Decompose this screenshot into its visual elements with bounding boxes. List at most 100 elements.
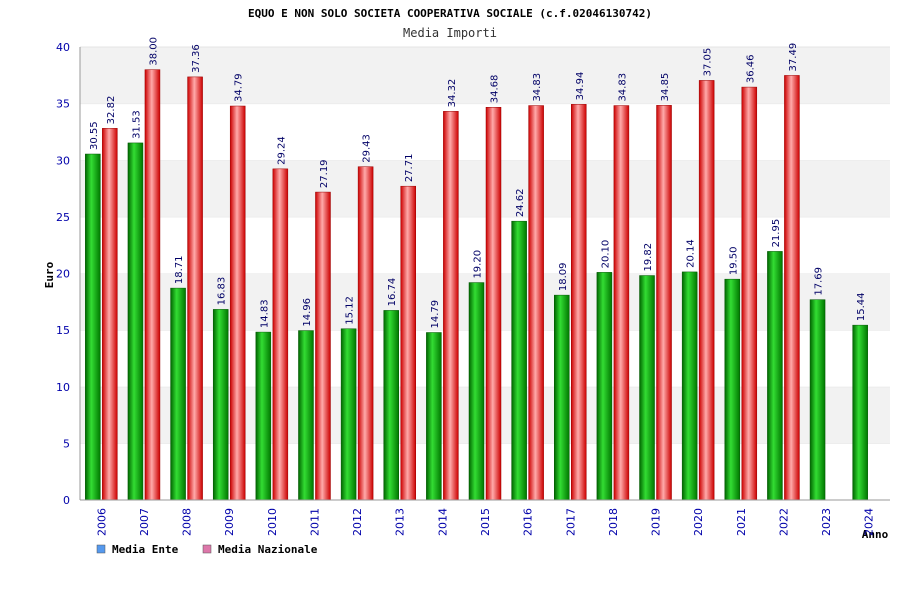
bar-media-nazionale: [784, 75, 800, 501]
data-label: 14.83: [259, 299, 270, 328]
legend-swatch-media-ente: [96, 544, 106, 554]
data-label: 34.32: [447, 79, 458, 108]
data-label: 34.85: [660, 73, 671, 102]
x-tick-label: 2014: [436, 508, 449, 536]
data-label: 19.50: [728, 247, 739, 276]
data-label: 31.53: [131, 110, 142, 139]
data-label: 32.82: [106, 96, 117, 125]
data-label: 34.94: [575, 72, 586, 101]
data-label: 30.55: [89, 121, 100, 150]
bar-media-nazionale: [272, 168, 289, 501]
bar-media-ente: [511, 220, 527, 501]
bar-media-nazionale: [656, 105, 672, 501]
x-tick-label: 2008: [181, 508, 194, 536]
bar-media-ente: [681, 271, 698, 501]
data-label: 27.19: [319, 159, 330, 188]
bar-media-nazionale: [187, 76, 203, 501]
bar-media-nazionale: [698, 80, 715, 501]
x-tick-label: 2006: [95, 508, 108, 536]
data-label: 17.69: [814, 267, 825, 296]
y-tick-label: 10: [56, 381, 70, 394]
data-label: 29.24: [276, 136, 287, 165]
data-label: 16.83: [217, 277, 228, 306]
bar-media-ente: [554, 294, 570, 501]
bar-media-nazionale: [102, 128, 118, 501]
y-tick-label: 25: [56, 211, 70, 224]
bars: 30.55 32.82 31.53 38.00 18.71 37.36 16.83 34.79…: [85, 37, 868, 501]
bar-media-ente: [724, 278, 741, 501]
bar-media-nazionale: [315, 191, 331, 501]
y-tick-label: 5: [63, 437, 70, 450]
data-label: 36.46: [745, 54, 756, 83]
bar-media-ente: [255, 331, 272, 501]
bar-media-nazionale: [229, 105, 246, 501]
x-tick-label: 2020: [692, 508, 705, 536]
data-label: 37.05: [703, 48, 714, 77]
bar-media-ente: [383, 310, 399, 501]
data-label: 37.36: [191, 44, 202, 73]
data-label: 15.12: [345, 296, 356, 325]
x-axis-ticks: 2006 2007 2008 2009 2010 2011 2012 2013 2014 2015…: [95, 508, 875, 536]
x-tick-label: 2017: [564, 508, 577, 536]
bar-media-nazionale: [613, 105, 630, 501]
x-tick-label: 2007: [138, 508, 151, 536]
data-label: 18.71: [174, 255, 185, 284]
data-label: 29.43: [362, 134, 373, 163]
data-label: 19.20: [473, 250, 484, 279]
bar-media-ente: [127, 142, 144, 501]
bar-media-nazionale: [741, 86, 758, 501]
bar-media-ente: [852, 324, 868, 501]
bar-media-nazionale: [571, 104, 587, 501]
data-label: 15.44: [856, 293, 867, 322]
bar-media-ente: [298, 330, 314, 501]
data-label: 37.49: [788, 43, 799, 72]
x-tick-label: 2010: [266, 508, 279, 536]
data-label: 19.82: [643, 243, 654, 272]
x-tick-label: 2021: [735, 508, 748, 536]
x-tick-label: 2023: [820, 508, 833, 536]
bar-media-nazionale: [485, 106, 502, 501]
x-tick-label: 2009: [223, 508, 236, 536]
bar-media-ente: [639, 275, 655, 501]
x-tick-label: 2016: [522, 508, 535, 536]
x-axis-label: Anno: [862, 528, 889, 541]
x-tick-label: 2019: [650, 508, 663, 536]
data-label: 34.83: [617, 73, 628, 102]
bar-media-nazionale: [528, 105, 544, 501]
data-label: 21.95: [771, 219, 782, 248]
data-label: 34.79: [234, 73, 245, 102]
legend-label-media-ente: Media Ente: [112, 543, 179, 556]
bar-media-ente: [596, 272, 613, 501]
y-axis-ticks: 0 5 10 15 20 25 30 35 40: [56, 41, 70, 507]
data-label: 16.74: [387, 278, 398, 307]
bar-media-nazionale: [357, 166, 374, 501]
chart-subtitle: Media Importi: [403, 26, 497, 40]
bar-media-ente: [85, 153, 101, 501]
x-tick-label: 2012: [351, 508, 364, 536]
y-tick-label: 40: [56, 41, 70, 54]
bar-media-nazionale: [443, 111, 459, 501]
x-tick-label: 2022: [777, 508, 790, 536]
x-tick-label: 2013: [394, 508, 407, 536]
bar-media-ente: [170, 287, 186, 501]
bar-media-ente: [468, 282, 485, 501]
y-tick-label: 35: [56, 98, 70, 111]
bar-media-nazionale: [400, 185, 416, 501]
data-label: 38.00: [148, 37, 159, 66]
x-tick-label: 2018: [607, 508, 620, 536]
y-tick-label: 0: [63, 494, 70, 507]
x-tick-label: 2011: [308, 508, 321, 536]
chart-title: EQUO E NON SOLO SOCIETA COOPERATIVA SOCI…: [248, 7, 652, 20]
bar-media-ente: [809, 299, 826, 501]
data-label: 14.79: [430, 300, 441, 329]
x-tick-label: 2015: [479, 508, 492, 536]
data-label: 14.96: [302, 298, 313, 327]
data-label: 20.14: [686, 239, 697, 268]
bar-media-ente: [426, 332, 442, 501]
legend-swatch-media-nazionale: [202, 544, 212, 554]
bar-media-nazionale: [144, 69, 161, 501]
legend: Media Ente Media Nazionale: [96, 543, 318, 556]
bar-media-ente: [212, 309, 229, 501]
bar-media-ente: [340, 328, 357, 501]
